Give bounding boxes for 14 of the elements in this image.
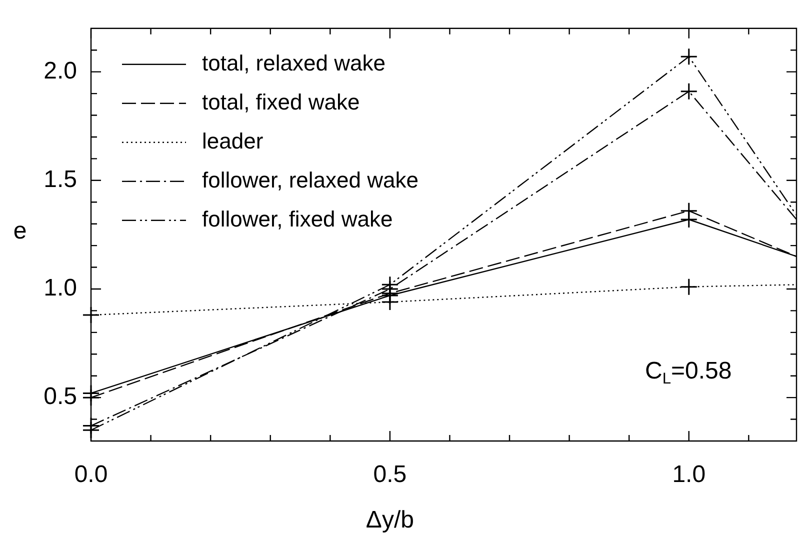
x-tick-label: 0.0 xyxy=(74,461,108,488)
legend-label: total, fixed wake xyxy=(202,89,360,114)
y-tick-label: 1.0 xyxy=(44,274,77,302)
legend-label: total, relaxed wake xyxy=(202,50,386,76)
x-axis-title: Δy/b xyxy=(366,506,414,534)
y-axis-title: e xyxy=(13,217,27,244)
legend-label: leader xyxy=(202,128,264,154)
y-tick-label: 1.5 xyxy=(44,166,77,194)
y-tick-label: 2.0 xyxy=(44,57,77,84)
x-tick-label: 0.5 xyxy=(373,461,407,488)
x-tick-label: 1.0 xyxy=(672,461,706,488)
legend-label: follower, fixed wake xyxy=(202,206,393,232)
legend-label: follower, relaxed wake xyxy=(202,167,418,192)
y-tick-label: 0.5 xyxy=(44,383,77,410)
